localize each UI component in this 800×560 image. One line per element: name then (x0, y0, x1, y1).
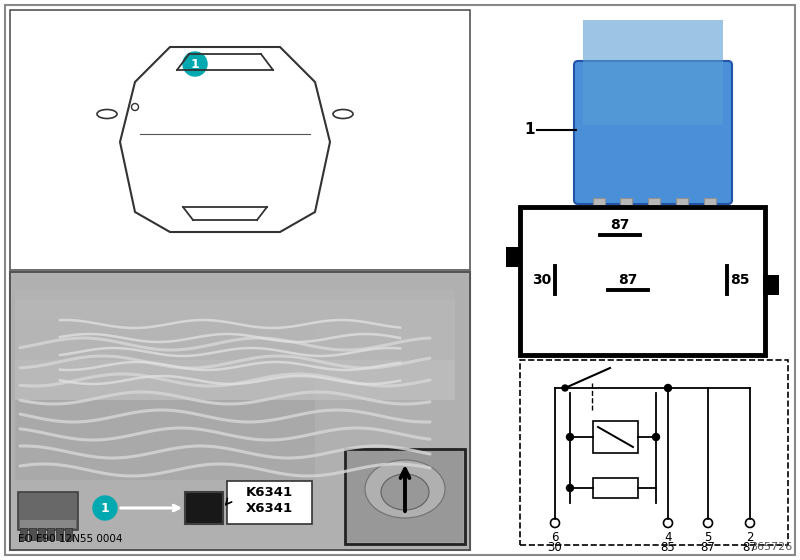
Bar (593, 421, 638, 453)
Bar (10, 272, 470, 550)
Circle shape (93, 496, 117, 520)
Text: K6341: K6341 (246, 486, 293, 498)
Text: X6341: X6341 (246, 502, 293, 515)
Text: 87: 87 (742, 541, 758, 554)
Circle shape (562, 385, 568, 391)
Circle shape (665, 385, 671, 391)
Text: 30: 30 (532, 273, 552, 287)
Bar (15, 300, 455, 400)
Bar (15, 320, 315, 480)
Text: 5: 5 (704, 531, 712, 544)
Bar (56, 528, 63, 540)
Text: 1: 1 (190, 58, 199, 71)
Bar (12, 274, 468, 548)
Text: 87: 87 (618, 273, 638, 287)
Text: EO E90 12N55 0004: EO E90 12N55 0004 (18, 534, 122, 544)
Bar (347, 451, 463, 542)
Circle shape (663, 519, 673, 528)
Circle shape (131, 104, 138, 110)
Bar (583, 20, 723, 125)
Bar (65, 528, 72, 540)
Bar (676, 198, 688, 228)
Bar (47, 528, 54, 540)
Bar (704, 198, 716, 228)
Bar (20, 528, 27, 540)
Polygon shape (120, 47, 330, 232)
Text: 365726: 365726 (750, 542, 792, 552)
Text: 87: 87 (610, 218, 630, 232)
Text: 87: 87 (701, 541, 715, 554)
Circle shape (653, 433, 659, 441)
Bar (15, 290, 455, 360)
FancyBboxPatch shape (574, 61, 732, 204)
Ellipse shape (333, 110, 353, 119)
Text: 6: 6 (551, 531, 558, 544)
Bar (593, 478, 638, 498)
Bar (20, 520, 76, 528)
Bar (520, 207, 765, 355)
Bar (648, 198, 660, 228)
Circle shape (566, 433, 574, 441)
Bar (185, 492, 223, 524)
FancyBboxPatch shape (226, 480, 311, 524)
Bar (10, 10, 470, 270)
Circle shape (746, 519, 754, 528)
Bar (345, 449, 465, 544)
Ellipse shape (381, 474, 429, 510)
Text: 30: 30 (548, 541, 562, 554)
Text: 2: 2 (746, 531, 754, 544)
Circle shape (183, 52, 207, 76)
Text: 85: 85 (661, 541, 675, 554)
Bar (29, 528, 36, 540)
Text: 1: 1 (101, 502, 110, 515)
Bar (763, 275, 779, 295)
Circle shape (550, 519, 559, 528)
Ellipse shape (97, 110, 117, 119)
Text: 1: 1 (525, 123, 535, 138)
Text: 85: 85 (730, 273, 750, 287)
Text: 4: 4 (664, 531, 672, 544)
Circle shape (566, 484, 574, 492)
Circle shape (703, 519, 713, 528)
Ellipse shape (365, 460, 445, 518)
Bar (506, 247, 522, 267)
Bar (620, 198, 632, 228)
Bar (18, 492, 78, 530)
Bar (593, 198, 605, 228)
Bar (520, 360, 788, 545)
Bar (38, 528, 45, 540)
